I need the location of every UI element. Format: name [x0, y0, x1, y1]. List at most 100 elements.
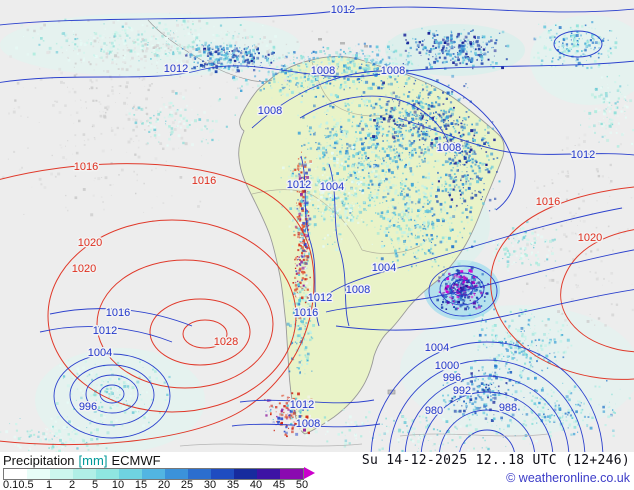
precip-dot — [357, 176, 360, 178]
precip-dot — [301, 249, 304, 252]
precip-dot — [304, 245, 307, 248]
precip-dot — [321, 183, 323, 186]
precip-dot — [156, 56, 158, 59]
precip-dot — [299, 259, 301, 261]
precip-dot — [298, 173, 300, 175]
precip-dot — [483, 183, 485, 185]
precip-dot — [282, 85, 285, 87]
precip-dot — [403, 134, 406, 136]
precip-dot — [452, 138, 454, 140]
precip-dot — [427, 221, 430, 224]
precip-dot — [414, 38, 417, 40]
precip-dot — [444, 124, 447, 128]
precip-dot — [475, 160, 478, 163]
precip-dot — [191, 67, 193, 70]
precip-dot — [313, 226, 315, 228]
precip-dot — [443, 60, 446, 64]
precip-dot — [449, 54, 452, 57]
precip-dot — [387, 45, 390, 49]
precip-dot — [410, 55, 412, 57]
precip-dot — [320, 123, 322, 125]
precip-dot — [319, 149, 323, 152]
precip-dot — [520, 376, 523, 379]
precip-dot — [524, 353, 527, 356]
precip-dot — [463, 227, 465, 230]
precip-dot — [437, 295, 439, 296]
precip-dot — [473, 128, 476, 132]
precip-dot — [474, 37, 476, 39]
precip-dot — [458, 49, 461, 52]
precip-dot — [303, 292, 305, 294]
precip-dot — [388, 170, 391, 173]
precip-dot — [392, 91, 395, 95]
precip-dot — [472, 46, 474, 48]
precip-dot — [254, 52, 256, 55]
precip-dot — [410, 265, 413, 268]
precip-dot — [468, 156, 470, 159]
precip-dot — [300, 335, 302, 337]
precip-dot — [385, 62, 387, 65]
precip-dot — [29, 434, 33, 437]
precip-dot — [420, 123, 423, 126]
precip-dot — [450, 41, 453, 45]
precip-dot — [377, 61, 379, 63]
precip-dot — [442, 45, 445, 48]
precip-dot — [413, 103, 416, 106]
precip-dot — [422, 113, 424, 115]
precip-dot — [509, 346, 513, 349]
precip-dot — [298, 256, 300, 259]
precip-dot — [579, 63, 582, 65]
precip-dot — [247, 51, 250, 54]
precip-dot — [511, 339, 514, 341]
precip-dot — [325, 179, 328, 182]
precip-dot — [204, 44, 207, 47]
precip-dot — [495, 39, 498, 42]
precip-dot — [115, 36, 117, 38]
precip-dot — [369, 55, 371, 57]
precip-dot — [365, 126, 367, 128]
precip-dot — [413, 219, 416, 222]
precip-dot — [148, 376, 151, 379]
precip-dot — [456, 37, 458, 40]
precip-dot — [337, 66, 340, 68]
precip-dot — [325, 136, 327, 139]
precip-dot — [465, 303, 467, 305]
precip-dot — [592, 38, 595, 41]
precip-dot — [317, 198, 320, 202]
precip-dot — [594, 41, 598, 44]
precip-dot — [621, 93, 623, 95]
precip-dot — [435, 257, 438, 259]
precip-dot — [214, 50, 218, 54]
precip-dot — [310, 185, 312, 188]
precip-dot — [549, 329, 551, 331]
precip-dot — [400, 187, 402, 189]
precip-dot — [436, 129, 439, 132]
precip-dot — [181, 47, 184, 50]
precip-dot — [490, 64, 492, 66]
precip-dot — [477, 36, 480, 39]
precip-dot — [448, 157, 451, 161]
precip-dot — [422, 126, 425, 130]
precip-dot — [446, 241, 448, 243]
precip-dot — [228, 53, 231, 55]
precip-dot — [236, 56, 238, 59]
precip-dot — [408, 154, 410, 156]
precip-dot — [350, 207, 354, 210]
precip-dot — [14, 444, 17, 446]
precip-dot — [598, 95, 601, 98]
precip-dot — [322, 212, 325, 215]
precip-dot — [126, 409, 128, 411]
precip-dot — [479, 191, 482, 194]
precip-dot — [180, 49, 184, 53]
precip-dot — [44, 437, 47, 441]
precip-dot — [90, 438, 94, 441]
precip-dot — [505, 362, 508, 365]
precip-dot — [473, 335, 476, 337]
precip-dot — [486, 154, 489, 158]
precip-dot — [364, 68, 367, 72]
precip-dot — [299, 371, 301, 373]
precip-dot — [391, 109, 393, 112]
precip-dot — [480, 55, 484, 59]
precip-dot — [340, 192, 342, 194]
precip-dot — [302, 55, 304, 58]
